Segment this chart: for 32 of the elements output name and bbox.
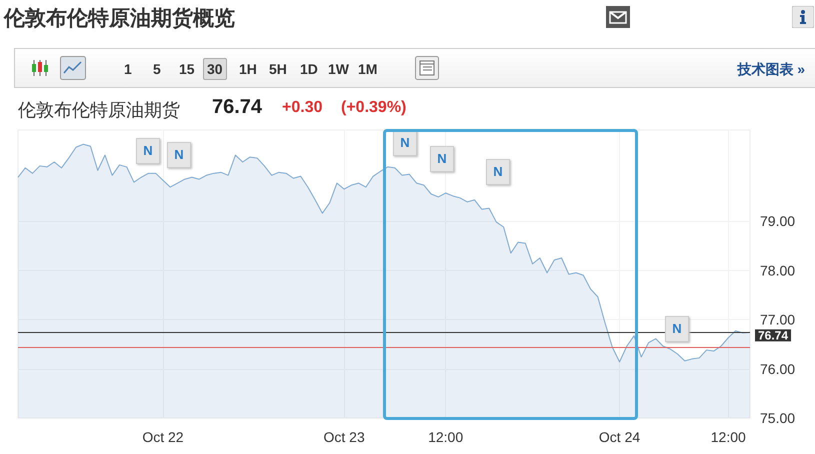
x-tick-label: Oct 22	[142, 429, 184, 445]
text: (+0.39%)	[341, 99, 406, 117]
text: 15	[178, 60, 196, 79]
text: 1D	[299, 60, 319, 79]
news-flag-icon: N	[486, 159, 510, 185]
x-tick-label: Oct 24	[598, 429, 640, 445]
news-flag-icon: N	[665, 316, 689, 342]
text: 1W	[327, 60, 350, 79]
y-tick-label: 75.00	[760, 410, 796, 426]
chart-title: 伦敦布伦特原油期货概览	[4, 6, 235, 32]
x-tick-label: Oct 23	[324, 429, 365, 445]
news-flag-icon: N	[136, 138, 160, 164]
text: 76.74	[212, 96, 262, 119]
text: 5	[152, 60, 162, 79]
text: 30	[203, 58, 227, 80]
text: 技术图表 »	[737, 61, 805, 79]
chart-subtitle: 伦敦布伦特原油期货	[18, 99, 180, 122]
text: 5H	[268, 60, 288, 79]
news-flag-icon: N	[430, 146, 454, 172]
text: +0.30	[282, 99, 322, 117]
y-tick-label: 76.00	[760, 360, 796, 377]
y-tick-label: 79.00	[760, 213, 796, 230]
text: 1H	[238, 60, 258, 79]
x-tick-label: 12:00	[710, 429, 746, 445]
news-flag-icon: N	[393, 130, 417, 156]
y-tick-label: 77.00	[760, 312, 796, 328]
text: 1	[123, 60, 133, 79]
news-flag-icon: N	[167, 142, 191, 168]
ref-line-label: 76.74	[758, 328, 788, 342]
x-tick-label: 12:00	[428, 429, 464, 445]
y-tick-label: 78.00	[760, 262, 796, 278]
text: 1M	[357, 60, 378, 79]
